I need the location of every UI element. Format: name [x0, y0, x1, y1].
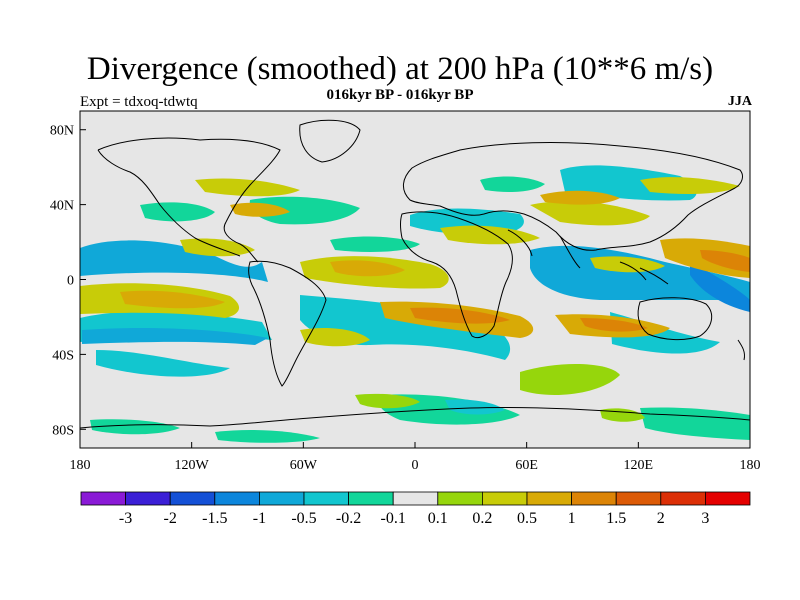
colorbar-label: 0.5 [517, 510, 537, 527]
lon-tick-label: 120E [624, 458, 654, 473]
lat-tick-label: 40N [50, 199, 74, 214]
colorbar-label: 0.1 [428, 510, 448, 527]
colorbar-swatch [437, 491, 483, 506]
colorbar-swatch [615, 491, 662, 506]
colorbar-label: 3 [701, 510, 709, 527]
divergence-field [80, 119, 750, 443]
longitude-axis: 180 120W 60W 0 60E 120E 180 [70, 442, 761, 473]
colorbar-label: -0.1 [381, 510, 406, 527]
colorbar-swatch [258, 491, 305, 506]
colorbar-swatch [705, 491, 751, 506]
colorbar-label: 1 [568, 510, 576, 527]
colorbar-label: -3 [119, 510, 132, 527]
lon-tick-label: 180 [740, 458, 761, 473]
colorbar-swatch [392, 491, 439, 506]
lon-tick-label: 0 [412, 458, 419, 473]
lat-tick-label: 0 [67, 274, 74, 289]
map-title: Divergence (smoothed) at 200 hPa (10**6 … [86, 51, 714, 87]
season-label: JJA [727, 94, 752, 109]
colorbar-swatch [125, 491, 171, 506]
colorbar-swatch [80, 491, 126, 506]
lon-tick-label: 60W [290, 458, 318, 473]
colorbar-label: 2 [657, 510, 665, 527]
colorbar-swatch [303, 491, 349, 506]
lon-tick-label: 180 [70, 458, 91, 473]
colorbar-swatch [526, 491, 572, 506]
lon-tick-label: 120W [175, 458, 210, 473]
colorbar-label: -0.5 [291, 510, 316, 527]
colorbar: -3 -2 -1.5 -1 -0.5 -0.2 -0.1 0.1 0.2 0.5 1 1.5 2 3 [80, 491, 751, 527]
colorbar-swatch [571, 491, 617, 506]
lat-tick-label: 80S [52, 423, 74, 438]
latitude-axis: 80N 40N 0 40S 80S [50, 124, 86, 438]
colorbar-label: 0.2 [472, 510, 492, 527]
colorbar-swatch [660, 491, 706, 506]
colorbar-label: -1 [253, 510, 266, 527]
colorbar-swatch [481, 491, 528, 506]
colorbar-label: -1.5 [202, 510, 227, 527]
colorbar-label: -2 [164, 510, 177, 527]
colorbar-label: -0.2 [336, 510, 361, 527]
lon-tick-label: 60E [515, 458, 538, 473]
colorbar-swatch [348, 491, 394, 506]
lat-tick-label: 40S [52, 348, 74, 363]
colorbar-swatch [169, 491, 216, 506]
experiment-label: Expt = tdxoq-tdwtq [80, 94, 198, 110]
coastlines [80, 119, 750, 429]
map-subtitle: 016kyr BP - 016kyr BP [326, 87, 474, 103]
lat-tick-label: 80N [50, 124, 74, 139]
colorbar-label: 1.5 [606, 510, 626, 527]
colorbar-swatch [214, 491, 260, 506]
